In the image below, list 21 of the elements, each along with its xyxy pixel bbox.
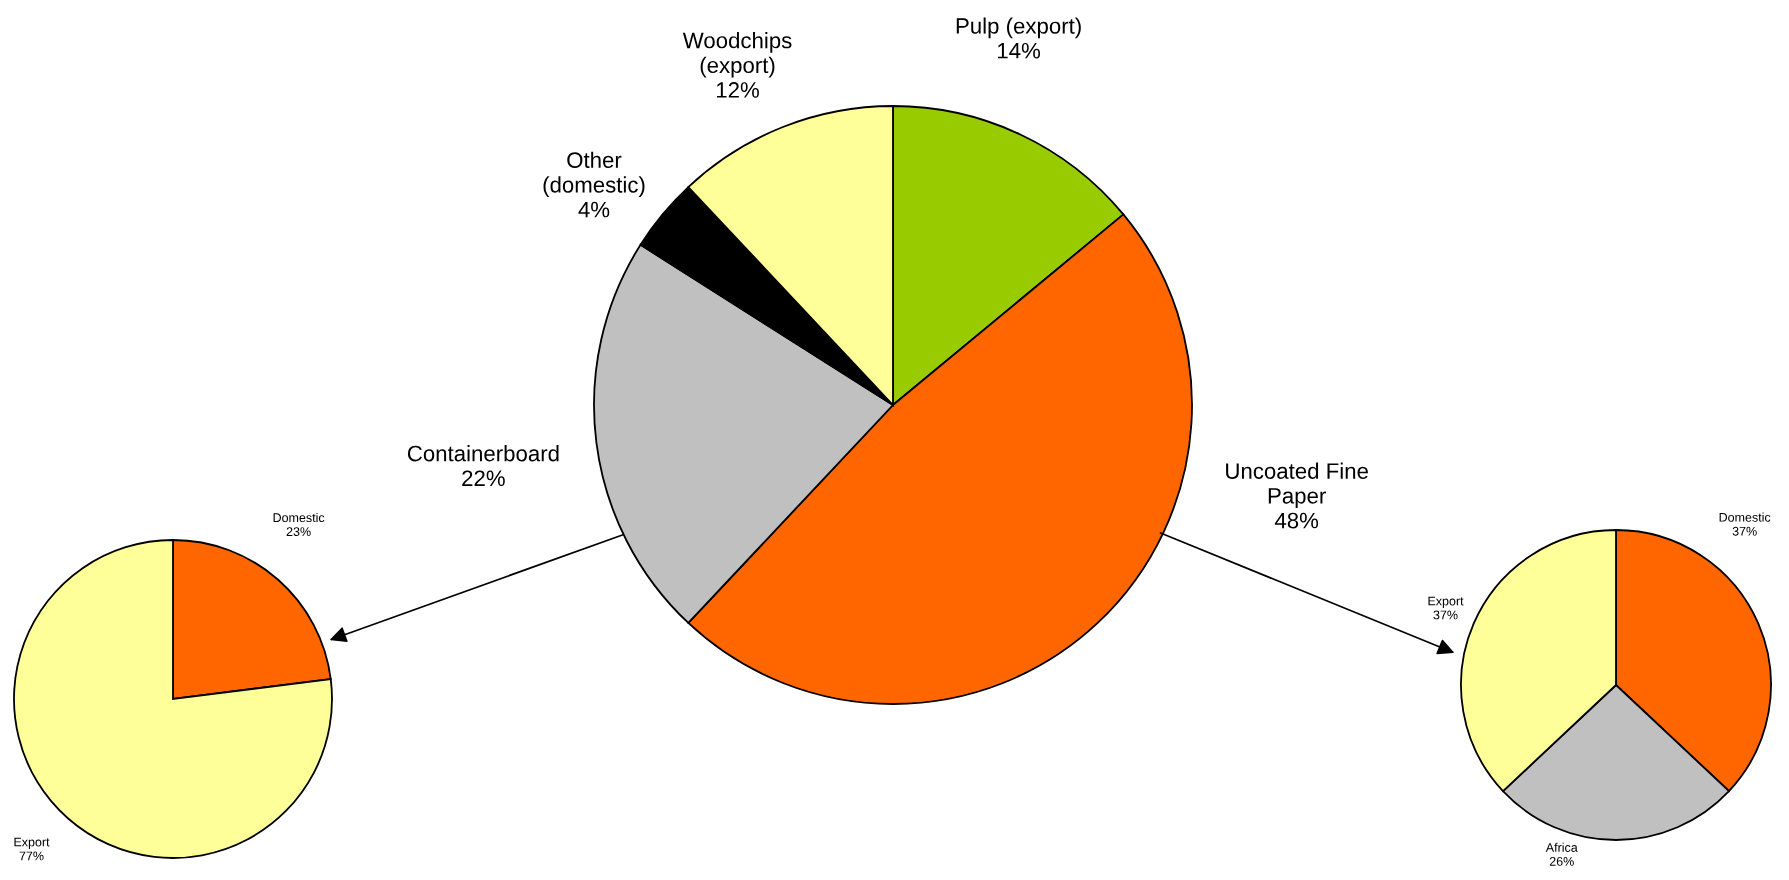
data-label: 14% bbox=[998, 42, 1041, 59]
slice-label: Pulp (export) bbox=[956, 17, 1081, 39]
data-label: 22% bbox=[462, 470, 505, 487]
data-label: 26% bbox=[1549, 856, 1574, 866]
slice-label: Domestic bbox=[1719, 512, 1771, 522]
pie-slice bbox=[13, 539, 333, 859]
data-label: 37% bbox=[1433, 610, 1458, 620]
data-label: 23% bbox=[286, 527, 311, 536]
data-label: 77% bbox=[19, 851, 44, 861]
data-label: 48% bbox=[1274, 512, 1319, 529]
slice-label: Export bbox=[1428, 596, 1464, 608]
data-label: 4% bbox=[578, 201, 610, 218]
data-label: 37% bbox=[1732, 526, 1757, 536]
slice-label: Woodchips (export) bbox=[682, 32, 792, 78]
slice-label: Africa bbox=[1545, 842, 1578, 852]
slice-label: Export bbox=[14, 837, 50, 849]
slice-label: Other (domestic) bbox=[543, 151, 645, 198]
slice-label: Containerboard bbox=[407, 445, 559, 462]
slice-label: Domestic bbox=[273, 512, 325, 523]
slice-label: Uncoated Fine Paper bbox=[1226, 462, 1368, 509]
data-label: 12% bbox=[716, 82, 759, 98]
